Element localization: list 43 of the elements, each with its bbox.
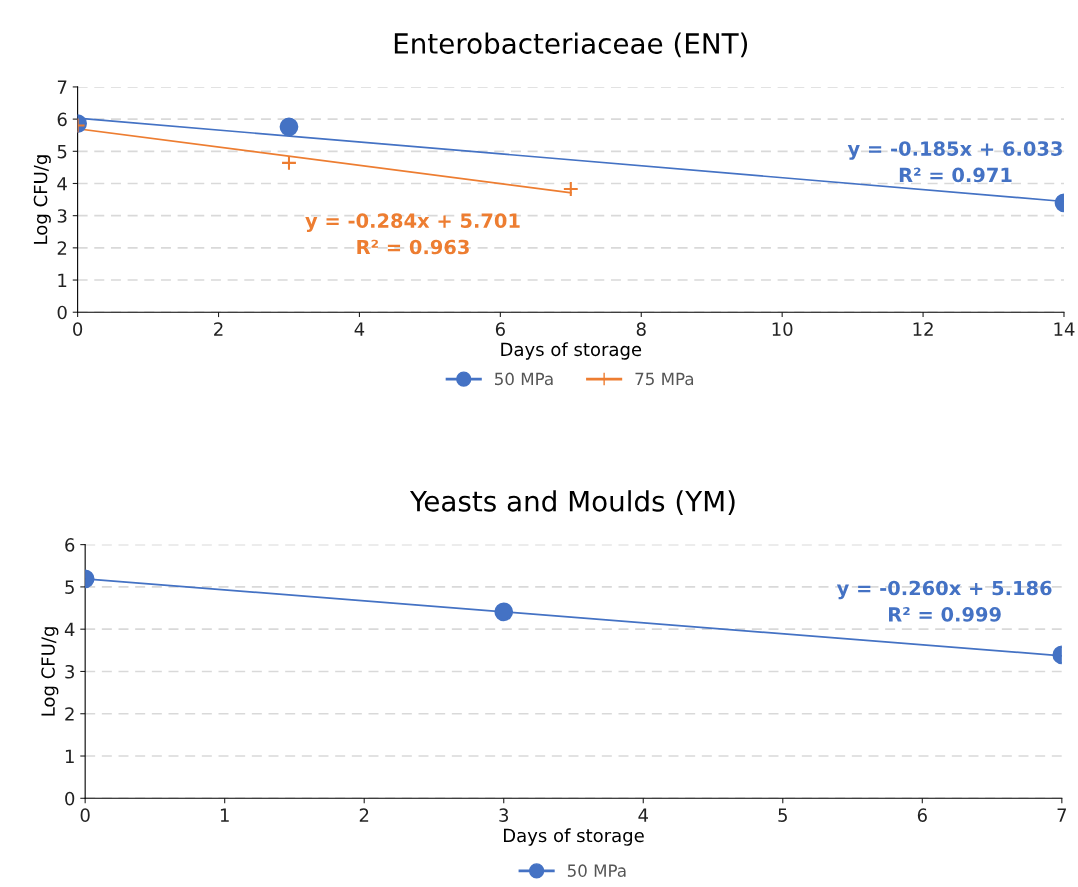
annotation: y = -0.260x + 5.186 R² = 0.999 <box>836 580 1052 622</box>
y-tick-label: 1 <box>65 749 74 763</box>
y-tick-label: 7 <box>57 80 67 94</box>
y-tick-label: 2 <box>65 707 74 721</box>
annotation: y = -0.185x + 6.033 R² = 0.971 <box>847 141 1062 183</box>
legend-label: 75 MPa <box>635 372 694 386</box>
y-tick-label: 5 <box>57 144 67 159</box>
legend-label: 50 MPa <box>495 372 553 386</box>
y-tick-label: 5 <box>65 580 74 595</box>
chart-title: Yeasts and Moulds (YM) <box>409 490 735 515</box>
y-tick-label: 2 <box>57 241 67 255</box>
x-axis-title: Days of storage <box>504 828 644 846</box>
y-tick-label: 6 <box>65 538 75 552</box>
y-tick-label: 0 <box>57 305 67 320</box>
y-axis-title: Log CFU/g <box>41 627 59 716</box>
y-tick-label: 4 <box>64 622 75 637</box>
y-tick-label: 1 <box>58 273 67 287</box>
x-tick-label: 3 <box>499 808 509 822</box>
y-tick-label: 6 <box>57 112 67 127</box>
x-axis-title: Days of storage <box>501 342 642 360</box>
y-tick-label: 0 <box>65 791 75 806</box>
annotation: y = -0.284x + 5.701 R² = 0.963 <box>305 213 520 255</box>
x-tick-label: 14 <box>1054 322 1075 336</box>
y-tick-label: 3 <box>65 664 74 679</box>
x-tick-label: 0 <box>80 808 90 822</box>
x-tick-label: 6 <box>917 808 927 822</box>
x-tick-label: 2 <box>359 808 369 822</box>
x-tick-label: 4 <box>354 322 365 336</box>
y-axis-title: Log CFU/g <box>33 155 51 244</box>
x-tick-label: 12 <box>913 322 933 336</box>
chart-title: Enterobacteriaceae (ENT) <box>394 32 748 58</box>
x-tick-label: 4 <box>638 808 648 822</box>
x-tick-label: 1 <box>220 808 229 822</box>
x-tick-label: 8 <box>636 322 646 336</box>
x-tick-label: 5 <box>778 808 787 822</box>
x-tick-label: 6 <box>495 322 505 336</box>
x-tick-label: 2 <box>214 322 223 336</box>
point <box>562 180 579 197</box>
y-tick-label: 4 <box>57 177 67 191</box>
legend-label: 50 MPa <box>567 864 626 877</box>
x-tick-label: 7 <box>1057 808 1067 822</box>
x-tick-label: 10 <box>772 322 793 336</box>
y-tick-label: 3 <box>57 209 67 223</box>
